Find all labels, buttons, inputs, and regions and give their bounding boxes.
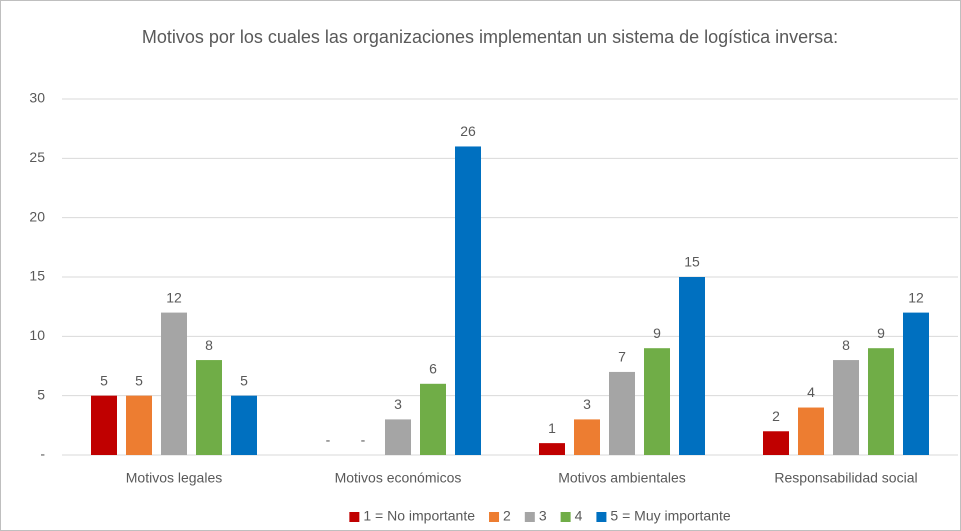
bar <box>539 443 565 455</box>
bar <box>798 407 824 455</box>
legend-swatch <box>596 512 607 522</box>
data-label: 26 <box>460 123 476 139</box>
bar <box>161 312 187 455</box>
bar <box>609 371 635 455</box>
legend-swatch <box>349 512 360 522</box>
data-label: 6 <box>429 361 437 377</box>
bar <box>903 312 929 455</box>
bar <box>833 360 859 455</box>
y-tick-label: - <box>40 446 45 462</box>
legend: 1 = No importante 2 3 4 5 = Muy importante <box>349 508 731 524</box>
bar <box>763 431 789 455</box>
legend-swatch <box>489 512 500 522</box>
data-label: - <box>326 432 331 448</box>
y-tick-label: 5 <box>37 386 45 402</box>
data-label: 4 <box>807 384 815 400</box>
y-tick-label: 15 <box>29 268 45 284</box>
x-tick-label: Motivos económicos <box>335 470 462 486</box>
chart-title: Motivos por los cuales las organizacione… <box>141 27 839 47</box>
data-label: 12 <box>166 289 182 305</box>
data-label: 3 <box>583 396 591 412</box>
bar <box>679 277 705 455</box>
bar <box>868 348 894 455</box>
y-tick-label: 20 <box>29 208 45 224</box>
bar <box>385 419 411 455</box>
y-tick-label: 10 <box>29 327 45 343</box>
data-label: 2 <box>772 408 780 424</box>
legend-label: 3 <box>539 508 547 524</box>
data-label: 8 <box>205 337 213 353</box>
legend-swatch <box>560 512 571 522</box>
data-label: 12 <box>908 289 924 305</box>
x-tick-label: Responsabilidad social <box>774 470 917 486</box>
x-tick-label: Motivos legales <box>126 470 223 486</box>
data-label: 5 <box>135 372 143 388</box>
data-label: 9 <box>877 325 885 341</box>
data-label: 5 <box>240 372 248 388</box>
bar <box>644 348 670 455</box>
data-label: 3 <box>394 396 402 412</box>
legend-label: 2 <box>503 508 511 524</box>
legend-label: 1 = No importante <box>363 508 475 524</box>
data-label: 5 <box>100 372 108 388</box>
data-label: 9 <box>653 325 661 341</box>
bar <box>574 419 600 455</box>
y-tick-label: 30 <box>29 90 45 106</box>
y-tick-label: 25 <box>29 149 45 165</box>
legend-label: 5 = Muy importante <box>610 508 730 524</box>
bar <box>455 146 481 455</box>
x-tick-label: Motivos ambientales <box>558 470 686 486</box>
data-label: 15 <box>684 254 700 270</box>
bar <box>420 383 446 455</box>
data-label: 1 <box>548 420 556 436</box>
bar <box>126 395 152 455</box>
bar <box>91 395 117 455</box>
data-label: 8 <box>842 337 850 353</box>
data-label: - <box>361 432 366 448</box>
bar <box>231 395 257 455</box>
data-label: 7 <box>618 349 626 365</box>
bar <box>196 360 222 455</box>
legend-swatch <box>524 512 535 522</box>
legend-label: 4 <box>575 508 583 524</box>
